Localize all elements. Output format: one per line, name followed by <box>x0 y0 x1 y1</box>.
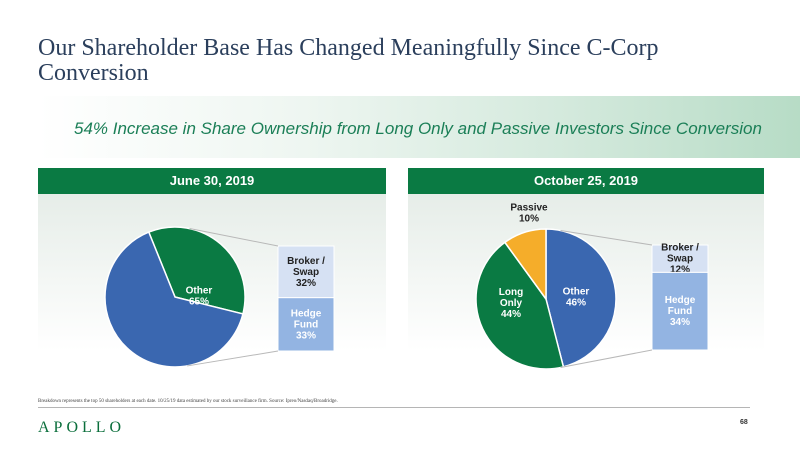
pie-label-passive: Passive 10% <box>510 203 548 225</box>
pie-label-long-only: Long Only 44% <box>499 287 523 320</box>
breakdown-bar-broker-swap <box>651 244 709 273</box>
page-number: 68 <box>740 419 748 426</box>
headline-text: 54% Increase in Share Ownership from Lon… <box>74 119 762 138</box>
apollo-logo: APOLLO <box>38 419 126 436</box>
breakdown-bar-hedge-fund <box>651 271 709 351</box>
connector-line-bottom <box>560 349 653 368</box>
breakdown-label-broker-swap: Broker / Swap 32% <box>287 256 325 289</box>
breakdown-label-hedge-fund: Hedge Fund 33% <box>291 308 322 341</box>
pie-label-other: Other 65% <box>186 286 213 308</box>
chart-header-october: October 25, 2019 <box>408 168 764 194</box>
chart-header-june: June 30, 2019 <box>38 168 386 194</box>
pie-slice-long-only <box>475 241 565 370</box>
pie-slice-other <box>104 231 244 368</box>
breakdown-label-hedge-fund: Hedge Fund 34% <box>665 295 696 328</box>
breakdown-bar-hedge-fund <box>277 297 335 352</box>
pie-slice-long-only <box>147 226 246 315</box>
footnote: Breakdown represents the top 50 sharehol… <box>38 399 338 404</box>
slide-title: Our Shareholder Base Has Changed Meaning… <box>38 35 659 86</box>
breakdown-bar-broker-swap <box>277 245 335 299</box>
pie-label-other: Other 46% <box>563 287 590 309</box>
connector-line-bottom <box>187 350 279 367</box>
headline-banner <box>38 96 800 158</box>
connector-line-top <box>189 228 279 247</box>
pie-slice-passive <box>503 228 547 302</box>
pie-slice-other <box>545 228 617 368</box>
breakdown-label-broker-swap: Broker / Swap 12% <box>661 243 699 276</box>
connector-line-top <box>560 230 653 246</box>
footer-divider <box>38 407 750 408</box>
